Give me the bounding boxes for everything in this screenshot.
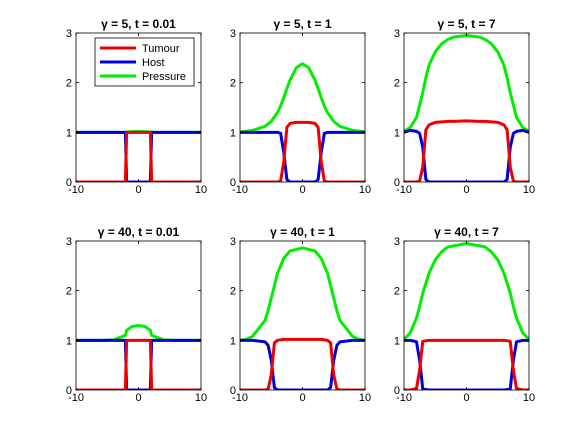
panel-title: γ = 5, t = 0.01 — [101, 17, 176, 31]
y-tick-label: 3 — [66, 236, 72, 248]
x-tick-label: 0 — [463, 392, 469, 404]
series-line-tumour — [404, 119, 529, 182]
x-tick-label: -10 — [68, 392, 84, 404]
x-tick-label: 10 — [523, 184, 535, 196]
legend-label-tumour: Tumour — [142, 43, 180, 55]
y-tick-label: 0 — [66, 177, 72, 189]
series-line-tumour — [76, 338, 201, 390]
x-tick-label: 0 — [299, 392, 305, 404]
y-tick-label: 2 — [394, 286, 400, 298]
y-tick-label: 3 — [66, 28, 72, 40]
plot-area — [240, 33, 365, 182]
series-line-host — [76, 338, 201, 390]
series-line-host — [404, 128, 529, 182]
x-tick-label: 10 — [195, 184, 207, 196]
series-line-tumour — [76, 130, 201, 182]
y-tick-label: 0 — [394, 177, 400, 189]
y-tick-label: 1 — [66, 127, 72, 139]
y-tick-label: 1 — [394, 335, 400, 347]
x-tick-label: -10 — [396, 184, 412, 196]
panel-title: γ = 40, t = 1 — [270, 225, 335, 239]
x-tick-label: -10 — [396, 392, 412, 404]
x-tick-label: -10 — [232, 184, 248, 196]
y-tick-label: 3 — [230, 28, 236, 40]
x-tick-label: 0 — [463, 184, 469, 196]
x-tick-label: 0 — [135, 392, 141, 404]
y-tick-label: 1 — [230, 127, 236, 139]
y-tick-label: 0 — [66, 385, 72, 397]
legend-label-host: Host — [142, 57, 165, 69]
panel-title: γ = 40, t = 7 — [434, 225, 499, 239]
legend: Tumour Host Pressure — [94, 37, 195, 87]
y-tick-label: 3 — [394, 236, 400, 248]
x-tick-label: 10 — [195, 392, 207, 404]
series-line-host — [76, 130, 201, 182]
y-tick-label: 3 — [230, 236, 236, 248]
y-tick-label: 1 — [66, 335, 72, 347]
y-tick-label: 1 — [230, 335, 236, 347]
x-tick-label: 0 — [135, 184, 141, 196]
y-tick-label: 0 — [230, 177, 236, 189]
x-tick-label: 10 — [359, 184, 371, 196]
y-tick-label: 2 — [230, 286, 236, 298]
series-line-host — [240, 130, 365, 182]
y-tick-label: 1 — [394, 127, 400, 139]
plot-area — [76, 241, 201, 390]
series-line-pressure — [240, 62, 365, 134]
panel-title: γ = 5, t = 1 — [273, 17, 331, 31]
panel-title: γ = 40, t = 0.01 — [98, 225, 180, 239]
y-tick-label: 2 — [394, 78, 400, 90]
x-tick-label: 10 — [523, 392, 535, 404]
y-tick-label: 2 — [66, 286, 72, 298]
y-tick-label: 3 — [394, 28, 400, 40]
series-line-tumour — [240, 120, 365, 182]
legend-label-pressure: Pressure — [142, 71, 186, 83]
series-line-pressure — [240, 246, 365, 342]
y-tick-label: 0 — [230, 385, 236, 397]
x-tick-label: -10 — [232, 392, 248, 404]
y-tick-label: 2 — [66, 78, 72, 90]
plot-area — [404, 241, 529, 390]
y-tick-label: 0 — [394, 385, 400, 397]
x-tick-label: 0 — [299, 184, 305, 196]
plot-area — [240, 241, 365, 390]
series-line-host — [240, 338, 365, 390]
x-tick-label: 10 — [359, 392, 371, 404]
x-tick-label: -10 — [68, 184, 84, 196]
panel-title: γ = 5, t = 7 — [437, 17, 495, 31]
y-tick-label: 2 — [230, 78, 236, 90]
series-line-tumour — [404, 338, 529, 390]
